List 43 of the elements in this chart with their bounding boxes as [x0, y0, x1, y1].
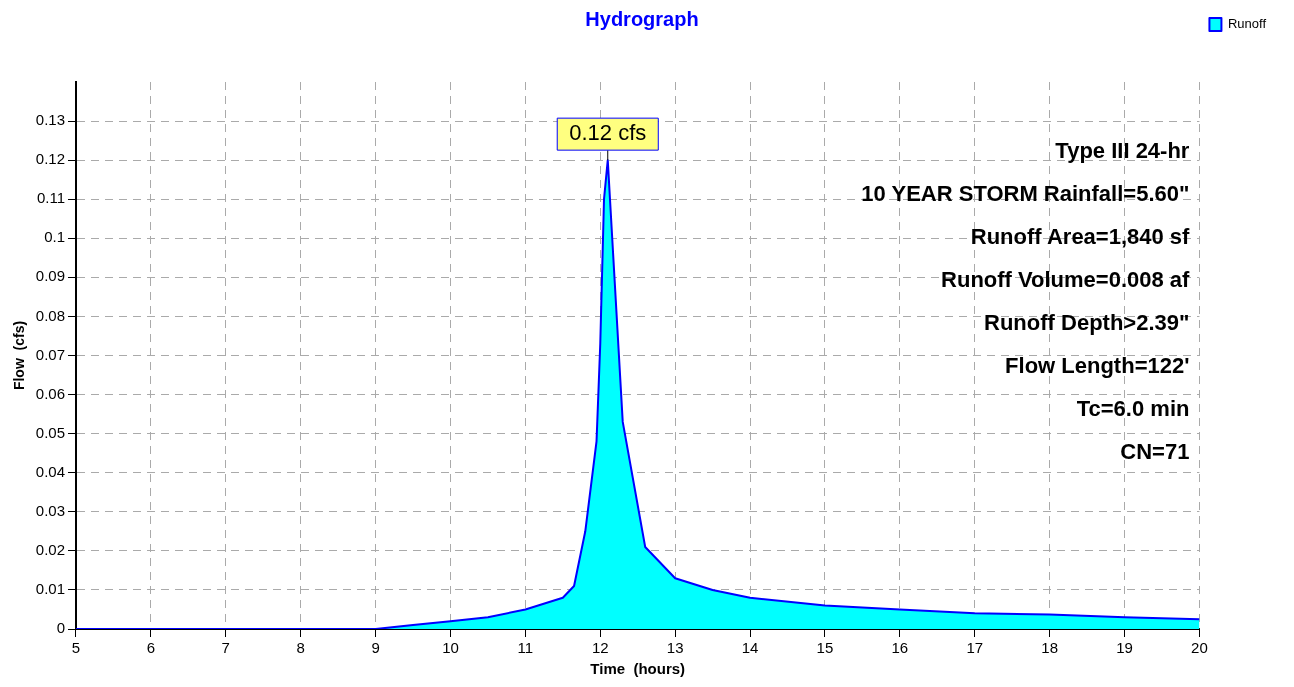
annotation: Runoff Volume=0.008 af [941, 267, 1191, 293]
x-tick-label: 18 [1041, 639, 1058, 657]
annotation: Tc=6.0 min [1076, 396, 1190, 422]
x-tick-label: 5 [71, 639, 81, 657]
x-axis-title: Time (hours) [590, 660, 686, 678]
y-tick-label: 0.02 [35, 541, 65, 558]
x-tick-label: 11 [517, 639, 534, 657]
y-tick-label: 0.11 [36, 189, 65, 207]
y-tick-label: 0.03 [35, 501, 65, 519]
annotation: Runoff Area=1,840 sf [970, 224, 1191, 250]
x-tick-label: 7 [221, 639, 230, 657]
x-tick-label: 17 [966, 639, 984, 657]
x-tick-label: 10 [442, 639, 459, 657]
y-axis-title: Flow (cfs) [11, 320, 28, 391]
annotation: 0.12 cfs [569, 120, 647, 146]
y-tick-label: 0.08 [35, 306, 65, 324]
annotation: Flow Length=122' [1005, 353, 1190, 379]
y-tick-label: 0.13 [35, 111, 65, 129]
y-tick-label: 0.01 [35, 580, 65, 598]
y-tick-label: 0.09 [35, 267, 65, 285]
y-tick-label: 0.1 [44, 228, 65, 246]
legend-label: Runoff [1227, 16, 1267, 32]
chart-title: Hydrograph [585, 7, 699, 30]
x-tick-label: 19 [1116, 639, 1133, 657]
y-tick-label: 0 [56, 619, 65, 637]
x-tick-label: 16 [891, 639, 909, 657]
x-tick-label: 14 [741, 639, 759, 657]
x-tick-label: 9 [371, 639, 380, 657]
y-tick-label: 0.12 [35, 150, 65, 168]
x-tick-label: 20 [1191, 639, 1208, 657]
y-tick-label: 0.06 [35, 384, 65, 402]
x-tick-label: 8 [296, 639, 305, 657]
y-tick-label: 0.07 [35, 345, 65, 363]
y-tick-label: 0.05 [35, 423, 65, 441]
y-tick-label: 0.04 [35, 462, 65, 480]
x-tick-label: 15 [816, 639, 834, 657]
x-tick-label: 6 [146, 639, 156, 657]
x-tick-label: 12 [591, 639, 609, 657]
annotation: Runoff Depth>2.39" [984, 310, 1190, 336]
annotation: 10 YEAR STORM Rainfall=5.60" [861, 181, 1190, 207]
x-tick-label: 13 [666, 639, 684, 657]
annotation: CN=71 [1120, 439, 1190, 465]
annotation: Type III 24-hr [1055, 138, 1190, 164]
